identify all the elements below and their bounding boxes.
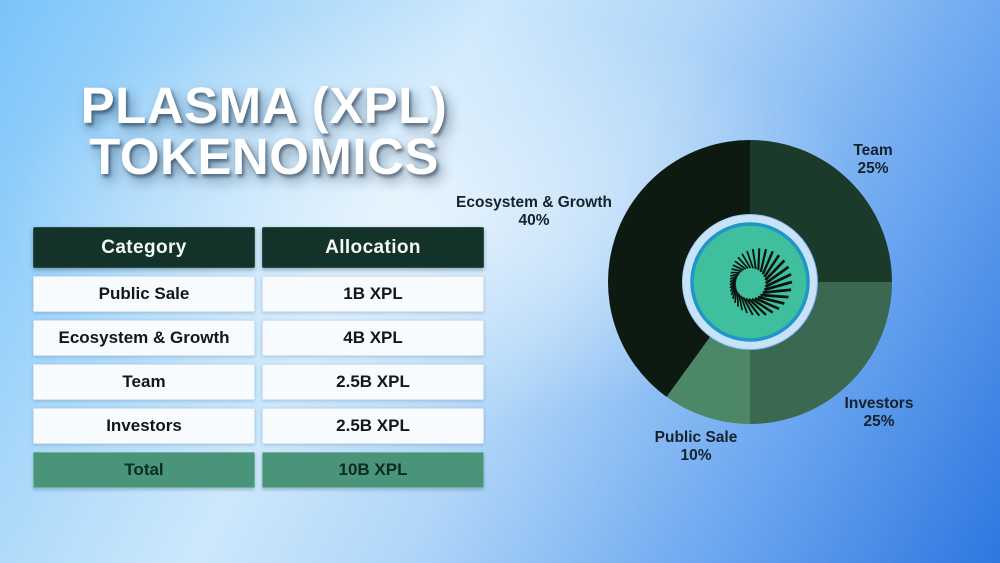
table-header-cell: Category [33, 227, 255, 268]
table-total-cell: 10B XPL [262, 452, 484, 488]
logo-ray [734, 289, 738, 303]
table-row-cell: Ecosystem & Growth [33, 320, 255, 356]
logo-ray [730, 284, 737, 296]
donut-segment-investors [750, 282, 892, 424]
chart-label-investors-name: Investors [844, 395, 914, 412]
logo-ray [737, 256, 749, 269]
table-row-cell: 2.5B XPL [262, 408, 484, 444]
logo-ray [748, 298, 767, 316]
chart-label-investors: Investors 25% [845, 395, 914, 430]
logo-ray [762, 288, 792, 294]
logo-ray [745, 297, 761, 317]
donut-segment-public-sale [666, 337, 750, 424]
logo-ray [732, 264, 744, 271]
logo-ray [763, 254, 781, 278]
logo-ray [729, 282, 737, 292]
logo-ray [729, 276, 738, 283]
logo-ray [751, 248, 757, 270]
logo-ray [764, 265, 790, 285]
logo-ray [760, 293, 789, 299]
logo-ray [734, 260, 747, 270]
table-row-cell: 2.5B XPL [262, 364, 484, 400]
logo-ray [764, 259, 786, 281]
logo-ray [751, 297, 774, 314]
logo-ray [759, 248, 768, 273]
logo-ray [732, 287, 737, 300]
logo-ray [757, 248, 761, 271]
page-title-line1: PLASMA (XPL) [80, 77, 448, 134]
allocation-donut-chart [608, 140, 892, 424]
table-row-cell: 1B XPL [262, 276, 484, 312]
table-row-cell: Team [33, 364, 255, 400]
chart-label-ecosystem: Ecosystem & Growth 40% [456, 194, 612, 229]
logo-ray [757, 295, 785, 305]
chart-label-public-sale-name: Public Sale [654, 429, 738, 446]
page-title: PLASMA (XPL) TOKENOMICS [60, 80, 468, 182]
plasma-swirl-logo [729, 248, 793, 317]
logo-ray [729, 280, 737, 289]
table-row-cell: Investors [33, 408, 255, 444]
logo-ray [729, 278, 737, 286]
chart-label-investors-value: 25% [863, 412, 895, 430]
logo-ray [742, 296, 754, 316]
logo-ray [764, 272, 792, 288]
chart-label-team-value: 25% [857, 159, 889, 177]
table-row-cell: 4B XPL [262, 320, 484, 356]
logo-ray [730, 273, 740, 277]
chart-label-team: Team 25% [853, 142, 892, 177]
page-title-line2: TOKENOMICS [89, 128, 439, 185]
logo-disc [690, 222, 810, 342]
logo-ray [736, 291, 739, 307]
logo-ray [754, 297, 780, 310]
logo-ray [763, 280, 793, 292]
logo-ray [741, 253, 752, 269]
logo-ray [740, 295, 748, 314]
logo-ray [746, 250, 754, 269]
logo-ray [729, 275, 739, 280]
chart-label-ecosystem-value: 40% [518, 211, 550, 229]
logo-ray [731, 268, 742, 273]
chart-label-ecosystem-name: Ecosystem & Growth [456, 194, 612, 211]
table-row-cell: Public Sale [33, 276, 255, 312]
allocation-table: Category Allocation Public Sale 1B XPL Ecosy… [33, 227, 484, 488]
donut-segment-ecosystem-growth [608, 140, 750, 397]
donut-segment-team [750, 140, 892, 282]
chart-label-public-sale: Public Sale 10% [655, 429, 738, 464]
table-header-cell: Allocation [262, 227, 484, 268]
chart-label-team-name: Team [853, 142, 893, 159]
chart-label-public-sale-value: 10% [680, 446, 712, 464]
table-total-cell: Total [33, 452, 255, 488]
logo-ray [761, 250, 774, 275]
logo-ray [738, 293, 743, 311]
